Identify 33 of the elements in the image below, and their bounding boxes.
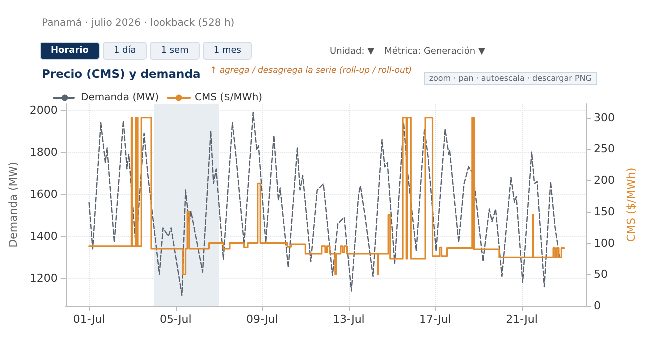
x-tick-label: 21-Jul (506, 313, 538, 326)
y-tick-label: 1600 (30, 188, 58, 201)
legend-label: Demanda (MW) (81, 92, 160, 104)
y-tick-label: 1400 (30, 230, 58, 244)
text: ↑ agrega / desagrega la serie (roll-up / roll-out) (210, 66, 412, 76)
x-tick-label: 17-Jul (420, 313, 452, 326)
y-tick-label: 1200 (30, 272, 58, 286)
y2-tick-label: 300 (594, 111, 615, 124)
x-tick-label: 09-Jul (246, 313, 278, 326)
chart-title: Precio (CMS) y demanda (42, 67, 201, 81)
x-tick-label: 05-Jul (160, 313, 192, 326)
y-axis-title: Demanda (MW) (7, 162, 20, 248)
tab-button: 1 mes (202, 42, 252, 60)
y2-axis-title: CMS ($/MWh) (625, 168, 638, 242)
line-series (88, 112, 560, 296)
y-tick-label: 1800 (30, 146, 58, 159)
chart-subtitle: Panamá · julio 2026 · lookback (528 h) (42, 18, 235, 29)
y2-tick-label: 0 (594, 300, 601, 312)
x-tick-label: 13-Jul (333, 313, 365, 326)
tab-button: 1 sem (150, 42, 200, 60)
text: zoom · pan · autoescala · descargar PNG (424, 72, 597, 85)
y2-tick-label: 200 (594, 174, 615, 188)
y2-tick-label: 100 (594, 236, 615, 250)
y-tick-label: 2000 (30, 104, 58, 117)
x-tick-label: 01-Jul (73, 313, 106, 326)
y2-tick-label: 250 (594, 142, 615, 156)
text: Métrica: Generación ▼ (384, 47, 486, 57)
tab-button: Horario (40, 42, 100, 60)
y2-tick-label: 50 (594, 268, 608, 282)
tab-button: 1 día (102, 42, 148, 60)
text: Unidad: ▼ (330, 47, 375, 57)
legend-label: CMS ($/MWh) (195, 92, 263, 104)
y2-tick-label: 150 (594, 205, 615, 218)
